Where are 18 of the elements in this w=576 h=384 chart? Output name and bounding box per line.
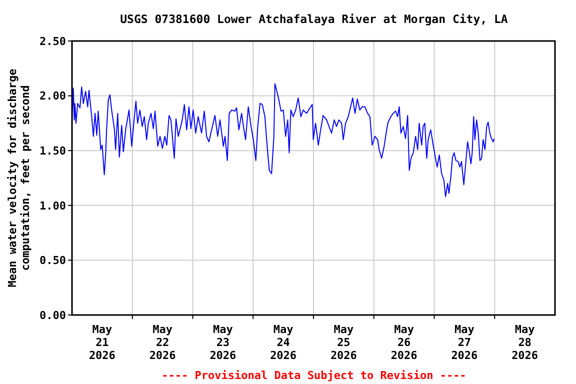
y-axis-title: Mean water velocity for discharge computation, feet per second: [6, 68, 32, 288]
x-tick-label: May 23 2026: [210, 323, 237, 362]
x-tick-label: May 24 2026: [270, 323, 297, 362]
y-tick-label: 2.00: [40, 90, 66, 103]
y-tick-label: 1.00: [40, 199, 66, 212]
y-tick-label: 2.50: [40, 34, 66, 48]
x-tick-label: May 25 2026: [330, 323, 358, 362]
line-series: [72, 83, 495, 198]
y-tick-label: 0.50: [40, 254, 66, 268]
y-tick-label: 1.50: [40, 144, 66, 158]
chart-title: USGS 07381600 Lower Atchafalaya River at Morgan City, LA: [120, 12, 508, 26]
y-tick-label: 0.00: [40, 308, 66, 322]
x-tick-label: May 27 2026: [451, 323, 478, 362]
x-tick-label: May 21 2026: [88, 323, 116, 362]
x-tick-label: May 28 2026: [512, 323, 538, 362]
x-tick-label: May 26 2026: [390, 323, 418, 362]
text: ---- Provisional Data Subject to Revision ----: [162, 369, 466, 382]
x-tick-label: May 22 2026: [149, 323, 176, 362]
